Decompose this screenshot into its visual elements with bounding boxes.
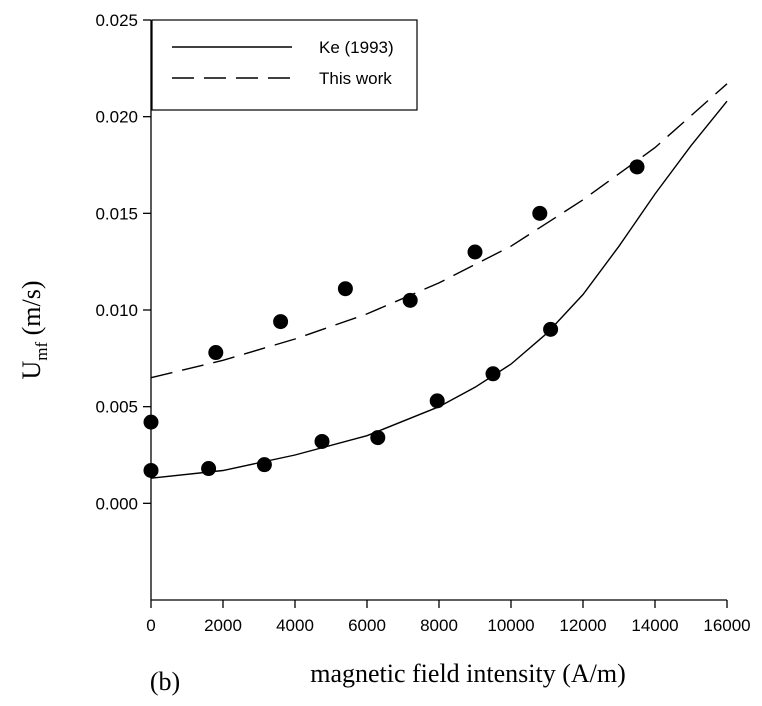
x-tick-label: 4000 xyxy=(276,616,314,635)
y-axis-title-rest: (m/s) xyxy=(17,280,46,341)
series-line-0 xyxy=(150,100,728,479)
data-point xyxy=(337,281,353,297)
legend-box xyxy=(151,19,418,111)
y-tick-label: 0.025 xyxy=(95,11,138,30)
x-tick-label: 6000 xyxy=(348,616,386,635)
x-tick-label: 2000 xyxy=(204,616,242,635)
data-point xyxy=(543,321,559,337)
data-point xyxy=(208,345,224,361)
data-point xyxy=(629,159,645,175)
y-tick-label: 0.005 xyxy=(95,398,138,417)
y-axis-title-sub: mf xyxy=(32,342,51,361)
x-tick-label: 0 xyxy=(146,616,155,635)
legend-label: This work xyxy=(319,69,392,88)
axes-layer: 0 2000 4000 6000 8000 10000 12000 14000 16000 0.0… xyxy=(95,11,750,635)
data-point xyxy=(201,461,217,477)
x-tick-label: 8000 xyxy=(420,616,458,635)
x-tick-label: 14000 xyxy=(631,616,678,635)
y-axis-title-main: U xyxy=(17,361,46,380)
data-point xyxy=(273,314,289,330)
data-point xyxy=(485,366,501,382)
data-point xyxy=(532,205,548,221)
data-point xyxy=(467,244,483,260)
x-axis-title: magnetic field intensity (A/m) xyxy=(310,659,626,688)
data-point xyxy=(314,433,330,449)
data-point xyxy=(402,292,418,308)
y-tick-label: 0.000 xyxy=(95,494,138,513)
y-tick-label: 0.015 xyxy=(95,204,138,223)
legend: Ke (1993) This work xyxy=(151,19,418,111)
panel-label: (b) xyxy=(150,667,180,696)
x-tick-label: 16000 xyxy=(703,616,750,635)
data-point xyxy=(370,430,386,446)
series-line-1 xyxy=(150,83,728,379)
data-point xyxy=(256,457,272,473)
x-tick-label: 12000 xyxy=(559,616,606,635)
series-layer xyxy=(143,83,728,479)
y-tick-label: 0.020 xyxy=(95,108,138,127)
data-point xyxy=(429,393,445,409)
legend-label: Ke (1993) xyxy=(319,38,394,57)
y-axis-title: Umf (m/s) xyxy=(17,280,51,379)
x-tick-label: 10000 xyxy=(487,616,534,635)
y-tick-label: 0.010 xyxy=(95,301,138,320)
